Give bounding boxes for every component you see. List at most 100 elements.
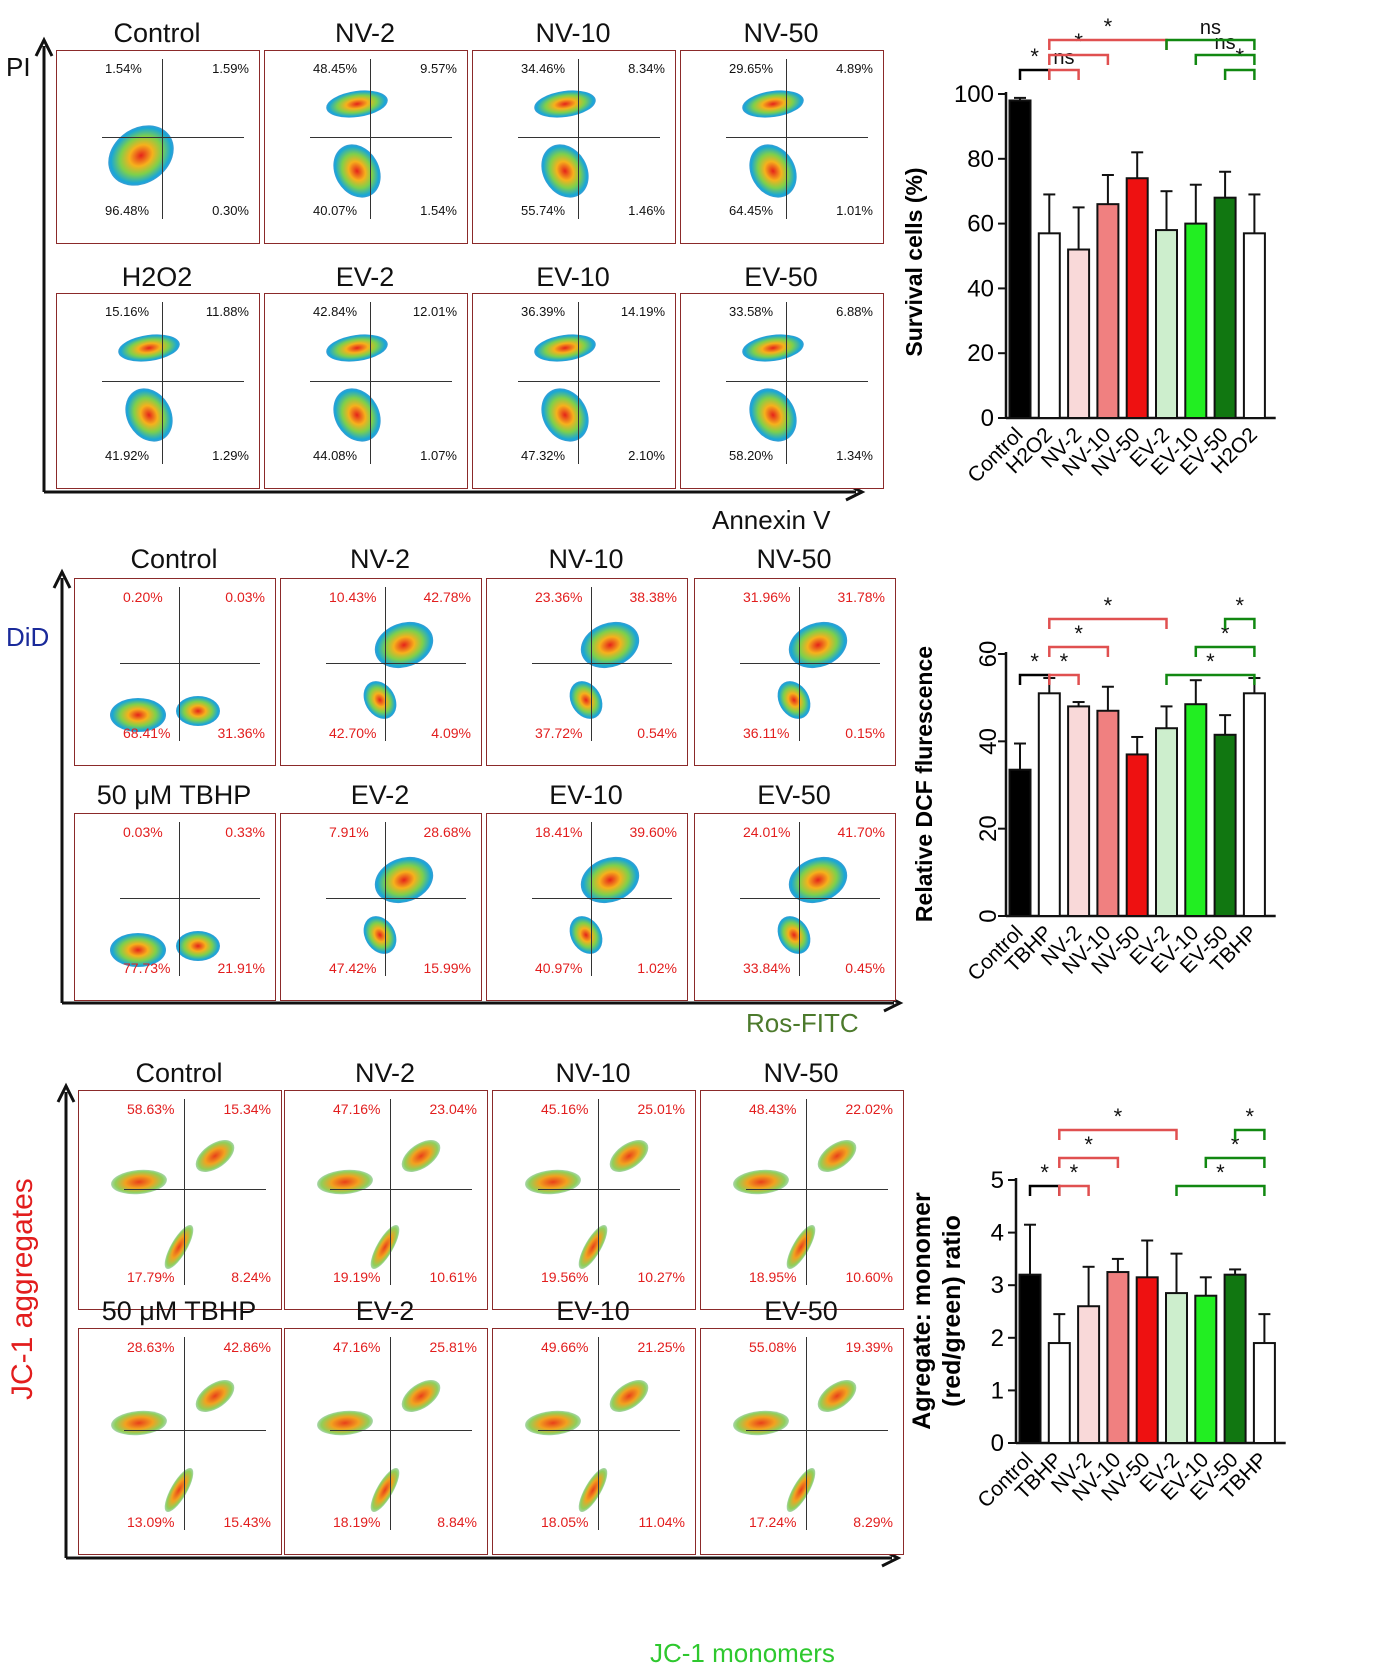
flow-plot: 15.16% 11.88% 41.92% 1.29% <box>56 293 260 489</box>
quadrant-lower-left-value: 37.72% <box>535 725 583 741</box>
significance-bracket <box>1223 68 1256 80</box>
significance-bracket <box>1048 53 1110 65</box>
gate-line-horizontal <box>310 381 452 383</box>
cell-cluster-left <box>524 1167 582 1197</box>
flow-plot: 47.16% 25.81% 18.19% 8.84% <box>284 1328 488 1555</box>
gate-line-horizontal <box>726 381 868 383</box>
y-axis-label: Agregate: monomer <box>908 1192 936 1430</box>
panel-title: NV-50 <box>756 544 832 574</box>
flow-plot: 0.03% 0.33% 77.73% 21.91% <box>74 813 276 1001</box>
panel-title: EV-2 <box>355 1296 415 1326</box>
quadrant-lower-right-value: 21.91% <box>217 960 265 976</box>
cell-cluster-lower <box>739 135 807 206</box>
flow-plot: 7.91% 28.68% 47.42% 15.99% <box>280 813 482 1001</box>
gate-line-vertical <box>806 1337 808 1530</box>
flow-plot: 58.63% 15.34% 17.79% 8.24% <box>78 1090 282 1310</box>
bar-1 <box>1037 692 1061 917</box>
gate-line-vertical <box>370 59 372 219</box>
y-tick-label: 5 <box>991 1167 1004 1194</box>
category-label: EV-2 <box>1136 1448 1184 1496</box>
significance-label: * <box>1231 1132 1240 1157</box>
category-label: NV-2 <box>1047 1448 1096 1497</box>
cell-cluster-upper <box>368 849 440 912</box>
category-label: NV-50 <box>1097 1448 1155 1506</box>
quadrant-lower-right-value: 15.99% <box>423 960 471 976</box>
cell-cluster-lower <box>323 379 391 451</box>
gate-line-horizontal <box>518 381 660 383</box>
gate-line-vertical <box>591 822 592 976</box>
significance-label: * <box>1040 1160 1049 1185</box>
quadrant-upper-left-value: 47.16% <box>333 1339 381 1355</box>
panel-title: NV-2 <box>354 1058 416 1088</box>
y-tick-label: 1 <box>991 1377 1004 1404</box>
y-tick-label: 20 <box>967 340 994 367</box>
cell-cluster-upper <box>532 330 598 365</box>
quadrant-upper-right-value: 4.89% <box>836 61 873 76</box>
significance-bracket <box>1048 673 1080 685</box>
flow-plot: 24.01% 41.70% 33.84% 0.45% <box>694 813 896 1001</box>
cell-cluster-right <box>396 1133 446 1179</box>
bar-6 <box>1184 703 1208 918</box>
panel-title: NV-50 <box>743 18 819 48</box>
category-label: EV-10 <box>1147 921 1204 978</box>
quadrant-upper-right-value: 41.70% <box>837 824 885 840</box>
quadrant-lower-right-value: 11.04% <box>638 1514 685 1530</box>
quadrant-lower-left-value: 42.70% <box>329 725 377 741</box>
cell-cluster-diag <box>159 1220 199 1273</box>
gate-line-horizontal <box>102 137 244 139</box>
quadrant-lower-right-value: 0.54% <box>637 725 677 741</box>
gate-line-horizontal <box>120 897 260 899</box>
cell-cluster-diag <box>573 1220 613 1273</box>
quadrant-upper-right-value: 19.39% <box>845 1339 893 1355</box>
bar-4 <box>1125 753 1149 918</box>
panel-title: 50 μM TBHP <box>96 780 252 810</box>
quadrant-lower-left-value: 17.24% <box>749 1514 797 1530</box>
flow-plot: 55.08% 19.39% 17.24% 8.29% <box>700 1328 904 1555</box>
quadrant-upper-left-value: 55.08% <box>749 1339 797 1355</box>
x-axis-label: Annexin V <box>712 505 831 535</box>
cell-cluster-right <box>175 931 220 962</box>
category-label: EV-2 <box>1126 921 1174 969</box>
quadrant-upper-right-value: 23.04% <box>429 1101 477 1117</box>
y-tick-label: 40 <box>975 728 1002 755</box>
bar-chart-3: 0 1 2 3 4 5 Agregate: monomer (red/green) ratio… <box>908 1104 1286 1512</box>
flow-plot: 49.66% 21.25% 18.05% 11.04% <box>492 1328 696 1555</box>
category-label: TBHP <box>1001 921 1057 977</box>
flow-plot: 33.58% 6.88% 58.20% 1.34% <box>680 293 884 489</box>
quadrant-lower-left-value: 13.09% <box>127 1514 175 1530</box>
gate-line-horizontal <box>532 662 672 664</box>
significance-bracket <box>1194 645 1256 657</box>
category-label: NV-2 <box>1037 921 1086 970</box>
quadrant-upper-left-value: 7.91% <box>329 824 369 840</box>
quadrant-lower-left-value: 47.32% <box>521 448 566 463</box>
bar-8 <box>1242 232 1266 419</box>
bar-7 <box>1213 196 1237 419</box>
bar-3 <box>1096 709 1120 917</box>
gate-line-horizontal <box>124 1430 266 1432</box>
cell-cluster-upper <box>782 849 854 912</box>
category-label: H2O2 <box>1207 423 1262 478</box>
flow-plot: 29.65% 4.89% 64.45% 1.01% <box>680 50 884 244</box>
y-tick-label: 100 <box>954 81 994 108</box>
panel-title: EV-50 <box>744 262 818 292</box>
flow-plot: 10.43% 42.78% 42.70% 4.09% <box>280 578 482 766</box>
bar-5 <box>1155 727 1178 917</box>
significance-label: ns <box>1215 32 1236 54</box>
quadrant-lower-left-value: 36.11% <box>743 725 790 741</box>
gate-line-vertical <box>578 59 580 219</box>
quadrant-upper-right-value: 42.78% <box>423 589 471 605</box>
panel-title: Control <box>113 18 201 48</box>
significance-bracket <box>1165 38 1256 50</box>
y-tick-label: 0 <box>991 1430 1004 1457</box>
y-tick-label: 0 <box>975 909 1002 922</box>
cell-cluster-right <box>190 1133 240 1179</box>
quadrant-upper-left-value: 34.46% <box>521 61 566 76</box>
bar-8 <box>1242 692 1266 917</box>
quadrant-lower-right-value: 1.29% <box>212 448 249 463</box>
cell-cluster-diag <box>365 1463 405 1516</box>
quadrant-lower-left-value: 40.97% <box>535 960 583 976</box>
quadrant-lower-right-value: 10.27% <box>637 1269 685 1285</box>
quadrant-upper-right-value: 25.01% <box>637 1101 685 1117</box>
gate-line-vertical <box>390 1099 392 1285</box>
bar-0 <box>1018 1273 1042 1445</box>
